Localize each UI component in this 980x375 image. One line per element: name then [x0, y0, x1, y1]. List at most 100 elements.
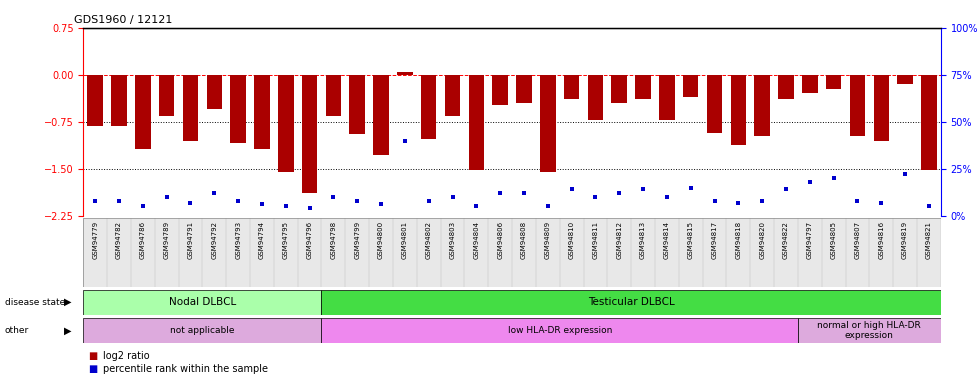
- Bar: [707, 75, 722, 132]
- Bar: [564, 75, 579, 99]
- Bar: [321, 290, 941, 315]
- Bar: [869, 217, 893, 287]
- Bar: [468, 75, 484, 170]
- Bar: [778, 75, 794, 99]
- Bar: [278, 75, 293, 172]
- Bar: [873, 75, 889, 141]
- Text: GSM94793: GSM94793: [235, 221, 241, 259]
- Bar: [850, 75, 865, 136]
- Text: ■: ■: [88, 364, 97, 374]
- Bar: [321, 318, 798, 343]
- Bar: [516, 75, 532, 103]
- Bar: [731, 75, 746, 145]
- Text: log2 ratio: log2 ratio: [103, 351, 150, 361]
- Bar: [921, 75, 937, 170]
- Text: GSM94816: GSM94816: [878, 221, 884, 259]
- Text: GSM94801: GSM94801: [402, 221, 408, 259]
- Bar: [560, 217, 583, 287]
- Text: GSM94804: GSM94804: [473, 221, 479, 259]
- Bar: [416, 217, 441, 287]
- Bar: [774, 217, 798, 287]
- Text: Testicular DLBCL: Testicular DLBCL: [588, 297, 674, 307]
- Bar: [588, 75, 603, 120]
- Text: GSM94810: GSM94810: [568, 221, 574, 259]
- Bar: [87, 75, 103, 126]
- Text: other: other: [5, 326, 29, 335]
- Bar: [846, 217, 869, 287]
- Bar: [465, 217, 488, 287]
- Text: low HLA-DR expression: low HLA-DR expression: [508, 326, 612, 335]
- Text: Nodal DLBCL: Nodal DLBCL: [169, 297, 236, 307]
- Text: GSM94814: GSM94814: [663, 221, 670, 259]
- Bar: [445, 75, 461, 116]
- Bar: [798, 217, 821, 287]
- Bar: [178, 217, 203, 287]
- Bar: [250, 217, 273, 287]
- Bar: [536, 217, 560, 287]
- Text: GSM94820: GSM94820: [760, 221, 765, 259]
- Bar: [512, 217, 536, 287]
- Text: GSM94794: GSM94794: [259, 221, 265, 259]
- Bar: [107, 217, 131, 287]
- Text: GSM94779: GSM94779: [92, 221, 98, 259]
- Bar: [298, 217, 321, 287]
- Bar: [83, 217, 107, 287]
- Text: GSM94817: GSM94817: [711, 221, 717, 259]
- Bar: [660, 75, 674, 120]
- Bar: [612, 75, 627, 103]
- Text: GSM94789: GSM94789: [164, 221, 170, 259]
- Bar: [798, 318, 941, 343]
- Bar: [898, 75, 912, 84]
- Text: GSM94803: GSM94803: [450, 221, 456, 259]
- Bar: [441, 217, 465, 287]
- Text: GSM94818: GSM94818: [735, 221, 741, 259]
- Bar: [159, 75, 174, 116]
- Bar: [655, 217, 679, 287]
- Bar: [726, 217, 751, 287]
- Text: GSM94812: GSM94812: [616, 221, 622, 259]
- Bar: [631, 217, 655, 287]
- Bar: [182, 75, 198, 141]
- Text: GSM94815: GSM94815: [688, 221, 694, 259]
- Bar: [254, 75, 270, 149]
- Bar: [488, 217, 512, 287]
- Bar: [608, 217, 631, 287]
- Bar: [635, 75, 651, 99]
- Bar: [826, 75, 842, 89]
- Bar: [421, 75, 436, 139]
- Bar: [703, 217, 726, 287]
- Bar: [273, 217, 298, 287]
- Bar: [203, 217, 226, 287]
- Bar: [679, 217, 703, 287]
- Bar: [492, 75, 508, 105]
- Text: GSM94796: GSM94796: [307, 221, 313, 259]
- Bar: [755, 75, 770, 136]
- Text: GSM94805: GSM94805: [831, 221, 837, 259]
- Text: GSM94811: GSM94811: [593, 221, 599, 259]
- Text: disease state: disease state: [5, 298, 65, 307]
- Bar: [893, 217, 917, 287]
- Bar: [345, 217, 369, 287]
- Text: GSM94802: GSM94802: [425, 221, 431, 259]
- Text: GSM94791: GSM94791: [187, 221, 193, 259]
- Bar: [131, 217, 155, 287]
- Bar: [230, 75, 246, 142]
- Text: GSM94819: GSM94819: [902, 221, 908, 259]
- Bar: [83, 318, 321, 343]
- Bar: [325, 75, 341, 116]
- Text: GSM94798: GSM94798: [330, 221, 336, 259]
- Text: ▶: ▶: [64, 297, 72, 307]
- Text: ■: ■: [88, 351, 97, 361]
- Bar: [302, 75, 318, 192]
- Bar: [821, 217, 846, 287]
- Text: GSM94821: GSM94821: [926, 221, 932, 259]
- Text: GSM94809: GSM94809: [545, 221, 551, 259]
- Bar: [393, 217, 416, 287]
- Text: not applicable: not applicable: [171, 326, 234, 335]
- Text: GSM94797: GSM94797: [807, 221, 812, 259]
- Text: ▶: ▶: [64, 326, 72, 335]
- Text: GSM94813: GSM94813: [640, 221, 646, 259]
- Bar: [135, 75, 151, 149]
- Bar: [321, 217, 345, 287]
- Bar: [397, 72, 413, 75]
